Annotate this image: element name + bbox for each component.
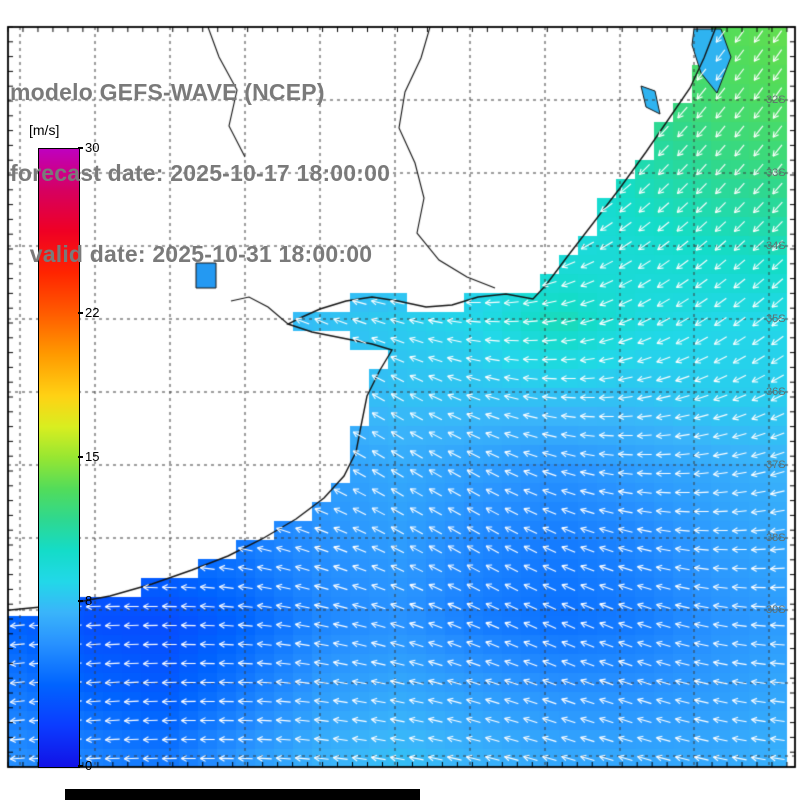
colorbar-tick-label: 30 bbox=[85, 140, 100, 155]
colorbar-tick-mark bbox=[78, 765, 83, 767]
colorbar-tick-mark bbox=[78, 311, 83, 314]
colorbar-tick-label: 8 bbox=[85, 593, 93, 609]
colorbar-tick-mark bbox=[78, 456, 83, 458]
colorbar-tick-label: 22 bbox=[85, 304, 100, 320]
colorbar-tick-label: 0 bbox=[85, 758, 93, 773]
colorbar-gradient bbox=[38, 148, 80, 768]
colorbar-tick-mark bbox=[78, 147, 83, 149]
colorbar-units-label: [m/s] bbox=[29, 122, 60, 138]
model-title: modelo GEFS-WAVE (NCEP) bbox=[10, 79, 325, 105]
colorbar-tick-label: 15 bbox=[85, 449, 100, 464]
footer-bar bbox=[65, 789, 420, 800]
valid-date-line: valid date: 2025-10-31 18:00:00 bbox=[10, 241, 373, 267]
forecast-date-line: forecast date: 2025-10-17 18:00:00 bbox=[10, 160, 391, 186]
chart-title-block: modelo GEFS-WAVE (NCEP) forecast date: 2… bbox=[10, 25, 390, 322]
colorbar-tick-mark bbox=[78, 600, 83, 603]
